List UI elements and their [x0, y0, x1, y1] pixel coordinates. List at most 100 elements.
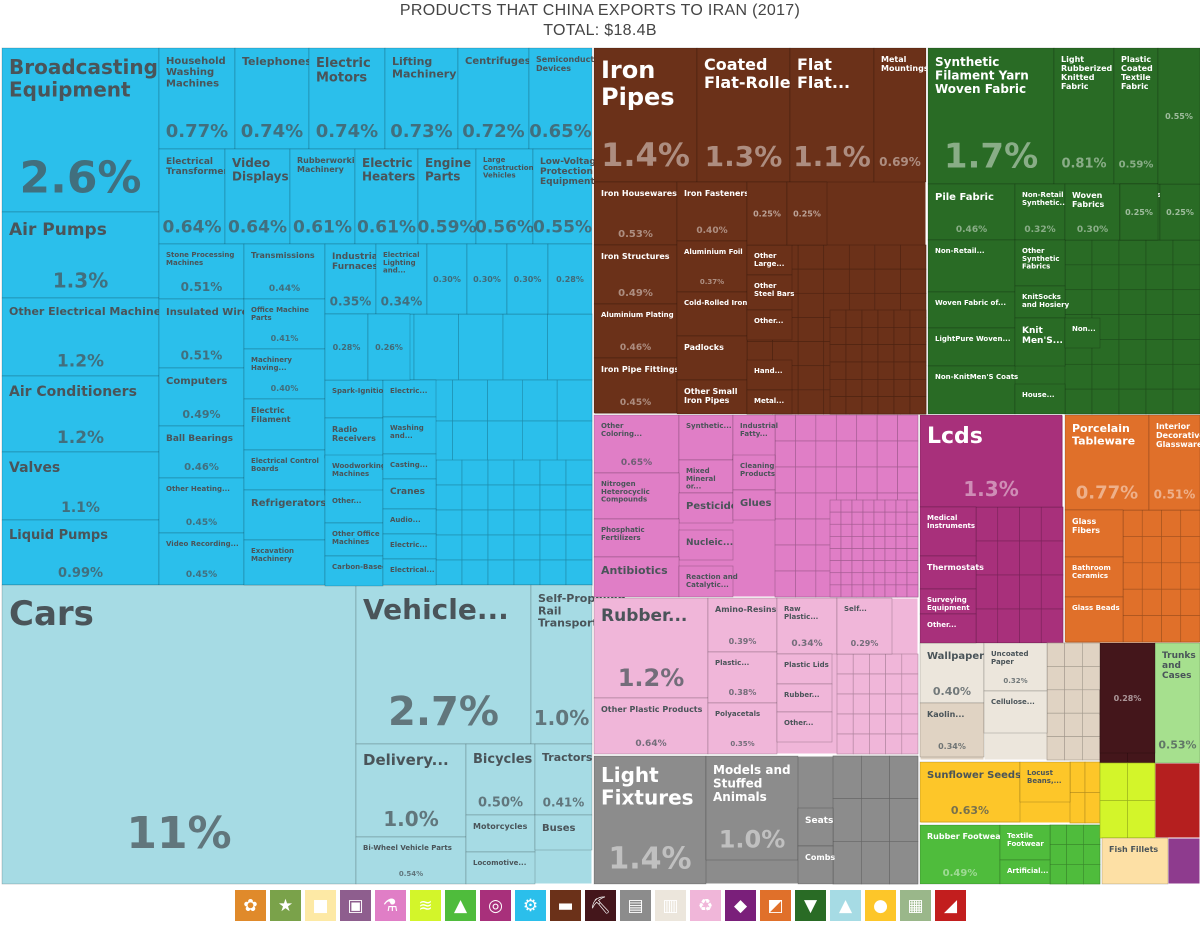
- cell-artificial[interactable]: Artificial...: [999, 859, 1051, 885]
- legend-weapons-icon[interactable]: ◢: [935, 890, 966, 921]
- cell-synthetic[interactable]: Synthetic...: [678, 414, 734, 461]
- cell-nucleic[interactable]: Nucleic...: [678, 529, 734, 561]
- cell-iron-pipe-fittings[interactable]: Iron Pipe Fittings 0.45%: [593, 357, 679, 414]
- cell-aluminium-plating[interactable]: Aluminium Plating 0.46%: [593, 303, 678, 359]
- cell-knit-men-s[interactable]: KnitMen'S...: [1014, 317, 1066, 367]
- cell-video-recording[interactable]: Video Recording... 0.45%: [158, 532, 245, 586]
- legend-miscellaneous-icon[interactable]: ▤: [620, 890, 651, 921]
- cell-reaction-and-catalytic[interactable]: Reaction andCatalytic...: [678, 565, 738, 598]
- cell-rubber[interactable]: Rubber... 1.2%: [593, 597, 709, 699]
- cell-wallpaper[interactable]: Wallpaper 0.40%: [919, 642, 985, 704]
- cell-telephones[interactable]: Telephones 0.74%: [234, 47, 312, 150]
- cell-glass-beads[interactable]: Glass Beads: [1064, 596, 1124, 643]
- legend-foodstuffs-icon[interactable]: ≋: [410, 890, 441, 921]
- cell-locomotive[interactable]: Locomotive...: [465, 851, 536, 885]
- cell-insulated-wire[interactable]: Insulated Wire 0.51%: [158, 298, 249, 369]
- cell-non-retail[interactable]: Non-Retail...: [927, 239, 1016, 293]
- cell-tractors[interactable]: Tractors 0.41%: [534, 743, 593, 816]
- cell-electrical[interactable]: Electrical...: [382, 558, 437, 586]
- cell-amino-resins[interactable]: Amino-Resins 0.39%: [707, 597, 778, 653]
- legend-weapons-food-icon[interactable]: ●: [865, 890, 896, 921]
- cell-padlocks[interactable]: Padlocks: [676, 335, 748, 381]
- cell-other[interactable]: Other...: [776, 711, 833, 743]
- cell-metal[interactable]: Metal...: [746, 389, 793, 415]
- cell-ball-bearings[interactable]: Ball Bearings 0.46%: [158, 425, 245, 479]
- cell-unlabeled[interactable]: 0.30%: [506, 243, 549, 315]
- legend-transportation-icon[interactable]: ▲: [830, 890, 861, 921]
- cell-buses[interactable]: Buses: [534, 814, 593, 851]
- legend-plastics-icon[interactable]: ♻: [690, 890, 721, 921]
- legend-footwear-icon[interactable]: ▲: [445, 890, 476, 921]
- cell-cranes[interactable]: Cranes: [382, 478, 437, 510]
- cell-non-knitmen-s-coats[interactable]: Non-KnitMen'S Coats: [927, 365, 1018, 415]
- legend-machinery-icon[interactable]: ⚙: [515, 890, 546, 921]
- cell-spark-ignition[interactable]: Spark-Ignition...: [324, 379, 396, 419]
- cell-other[interactable]: Other...: [324, 489, 384, 524]
- legend-minerals-icon[interactable]: ⛏: [585, 890, 616, 921]
- cell-iron-fasteners[interactable]: Iron Fasteners 0.40%: [676, 181, 749, 242]
- cell-kaolin[interactable]: Kaolin... 0.34%: [919, 702, 985, 758]
- legend-vegetable-products-icon[interactable]: ✿: [235, 890, 266, 921]
- cell-unlabeled[interactable]: 0.28%: [1099, 642, 1156, 754]
- cell-other-plastic-products[interactable]: Other Plastic Products 0.64%: [593, 697, 709, 755]
- cell-liquid-pumps[interactable]: Liquid Pumps 0.99%: [1, 519, 160, 586]
- legend-animal-hides-icon[interactable]: ■: [305, 890, 336, 921]
- cell-antibiotics[interactable]: Antibiotics: [593, 556, 680, 598]
- cell-washing-and[interactable]: Washingand...: [382, 416, 437, 455]
- legend-textile-apparel-icon[interactable]: ▼: [795, 890, 826, 921]
- cell-rubber[interactable]: Rubber...: [776, 683, 833, 713]
- legend-precious-metals-icon[interactable]: ◆: [725, 890, 756, 921]
- cell-electric[interactable]: Electric...: [382, 533, 437, 560]
- cell-industrial-fatty[interactable]: IndustrialFatty...: [732, 414, 778, 461]
- cell-hand[interactable]: Hand...: [746, 359, 793, 391]
- cell-combs[interactable]: Combs: [797, 845, 835, 885]
- cell-air-conditioners[interactable]: Air Conditioners 1.2%: [1, 375, 160, 453]
- cell-cold-rolled-iron[interactable]: Cold-Rolled Iron: [676, 291, 747, 337]
- cell-other[interactable]: Other...: [919, 613, 977, 644]
- cell-unlabeled[interactable]: 0.30%: [466, 243, 508, 315]
- cell-locust-beans[interactable]: LocustBeans,...: [1019, 761, 1071, 803]
- cell-fish-fillets[interactable]: Fish Fillets: [1101, 837, 1169, 885]
- cell-motorcycles[interactable]: Motorcycles: [465, 814, 536, 853]
- cell-bicycles[interactable]: Bicycles 0.50%: [465, 743, 536, 816]
- cell-rubber-footwear[interactable]: Rubber Footwear 0.49%: [919, 824, 1005, 885]
- legend-metals-icon[interactable]: ▬: [550, 890, 581, 921]
- cell-plastic[interactable]: Plastic... 0.38%: [707, 651, 778, 704]
- cell-glues[interactable]: Glues: [732, 489, 776, 521]
- cell-mixed-mineral-or[interactable]: MixedMineralor...: [678, 459, 734, 494]
- legend-stone-and-glass-icon[interactable]: ◩: [760, 890, 791, 921]
- cell-self[interactable]: Self... 0.29%: [836, 597, 893, 655]
